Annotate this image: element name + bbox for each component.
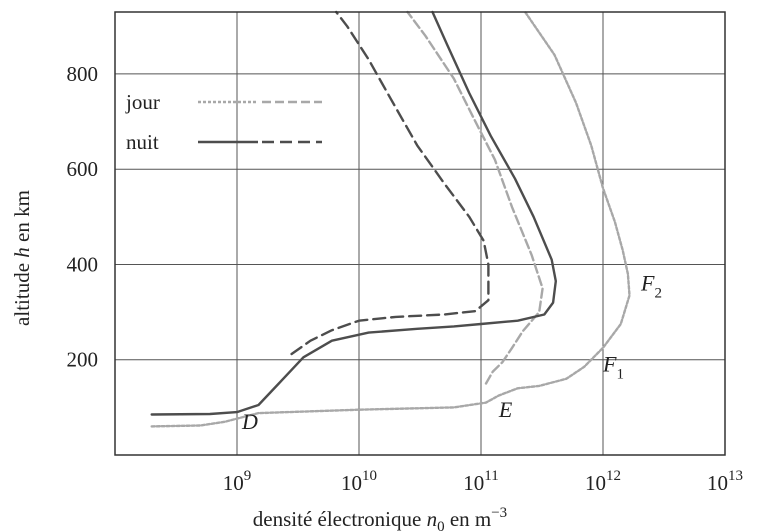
- plot-frame: [114, 11, 726, 456]
- series-line-nuit-haut: [150, 10, 557, 416]
- y-tick-label: 800: [67, 62, 99, 86]
- layer-label-F2: F2: [640, 271, 662, 302]
- x-axis-label-sub: 0: [437, 519, 445, 531]
- x-tick-label: 1012: [585, 468, 621, 495]
- layer-label-D: D: [241, 409, 258, 434]
- legend-label-jour: jour: [125, 90, 160, 114]
- series-line-jour-bas: [406, 10, 544, 385]
- layer-label-E: E: [498, 397, 513, 422]
- y-tick-labels: 200 400 600 800: [67, 62, 99, 372]
- y-tick-label: 600: [67, 157, 99, 181]
- series-line-nuit-bas: [290, 10, 490, 356]
- legend: jour nuit: [125, 90, 322, 154]
- y-tick-label: 200: [67, 348, 99, 372]
- x-axis-label-unit: en m: [445, 507, 492, 531]
- y-axis-label: altitude h en km: [10, 190, 34, 326]
- x-tick-label: 1013: [707, 468, 743, 495]
- series-group: [150, 10, 631, 428]
- y-tick-label: 400: [67, 252, 99, 276]
- x-tick-label: 109: [223, 468, 252, 495]
- y-axis-label-text: altitude: [10, 258, 34, 326]
- legend-label-nuit: nuit: [126, 130, 159, 154]
- x-axis-label-text: densité électronique: [253, 507, 427, 531]
- y-axis-label-suffix: en km: [10, 190, 34, 247]
- annotations: D E F1 F2: [241, 271, 662, 434]
- x-axis-label-exp: −3: [491, 505, 507, 521]
- x-tick-labels: 109 1010 1011 1012 1013: [223, 468, 743, 495]
- x-axis-label-var: n: [427, 507, 438, 531]
- x-tick-label: 1010: [341, 468, 377, 495]
- x-tick-label: 1011: [463, 468, 498, 495]
- x-axis-label: densité électronique n0 en m−3: [253, 505, 507, 531]
- layer-label-F1: F1: [602, 352, 624, 383]
- grid-lines: [115, 12, 726, 455]
- series-line-jour-haut: [150, 10, 631, 428]
- y-axis-label-var: h: [10, 247, 34, 258]
